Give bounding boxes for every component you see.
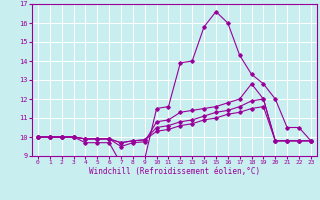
X-axis label: Windchill (Refroidissement éolien,°C): Windchill (Refroidissement éolien,°C) [89,167,260,176]
